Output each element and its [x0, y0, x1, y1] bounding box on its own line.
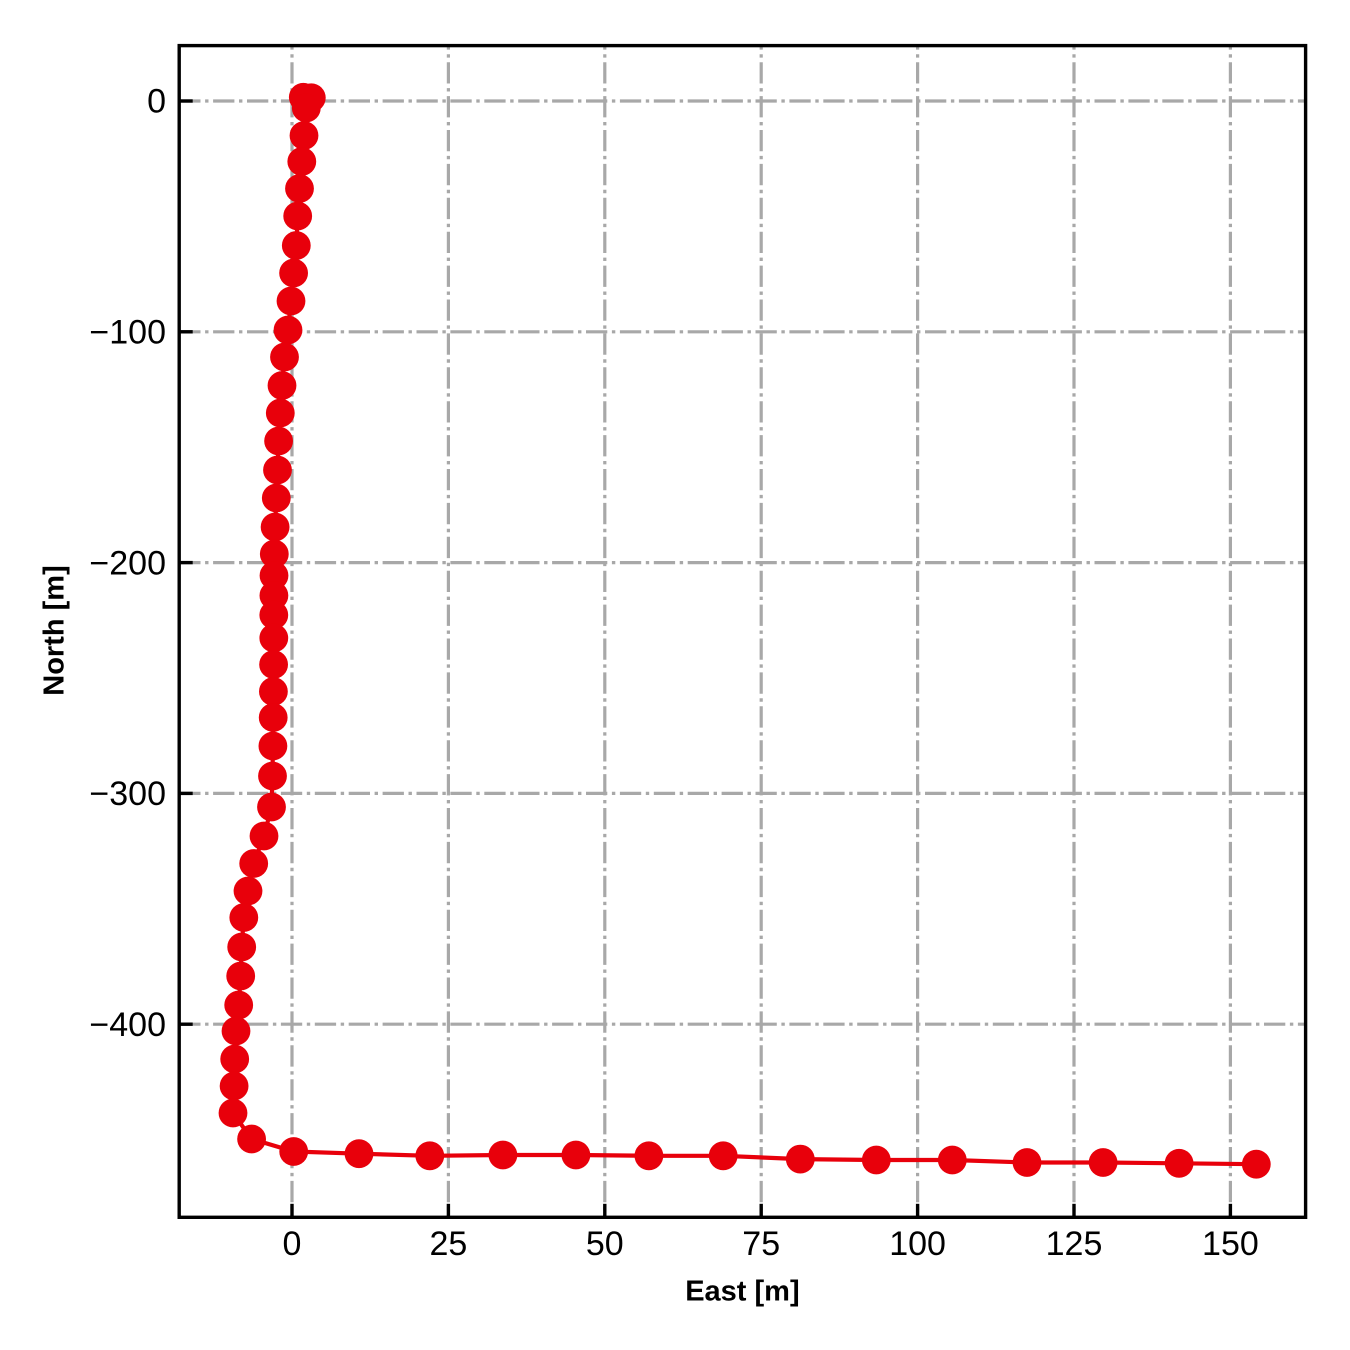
svg-text:−200: −200: [89, 544, 166, 582]
svg-text:125: 125: [1046, 1225, 1103, 1263]
svg-text:75: 75: [742, 1225, 780, 1263]
svg-text:0: 0: [147, 83, 166, 121]
svg-text:0: 0: [283, 1225, 302, 1263]
svg-text:100: 100: [889, 1225, 946, 1263]
svg-text:−300: −300: [89, 775, 166, 813]
svg-text:−100: −100: [89, 314, 166, 352]
svg-text:East [m]: East [m]: [685, 1275, 799, 1307]
svg-text:50: 50: [586, 1225, 624, 1263]
svg-text:150: 150: [1202, 1225, 1259, 1263]
svg-text:25: 25: [429, 1225, 467, 1263]
svg-text:−400: −400: [89, 1006, 166, 1044]
svg-text:North [m]: North [m]: [38, 565, 70, 695]
